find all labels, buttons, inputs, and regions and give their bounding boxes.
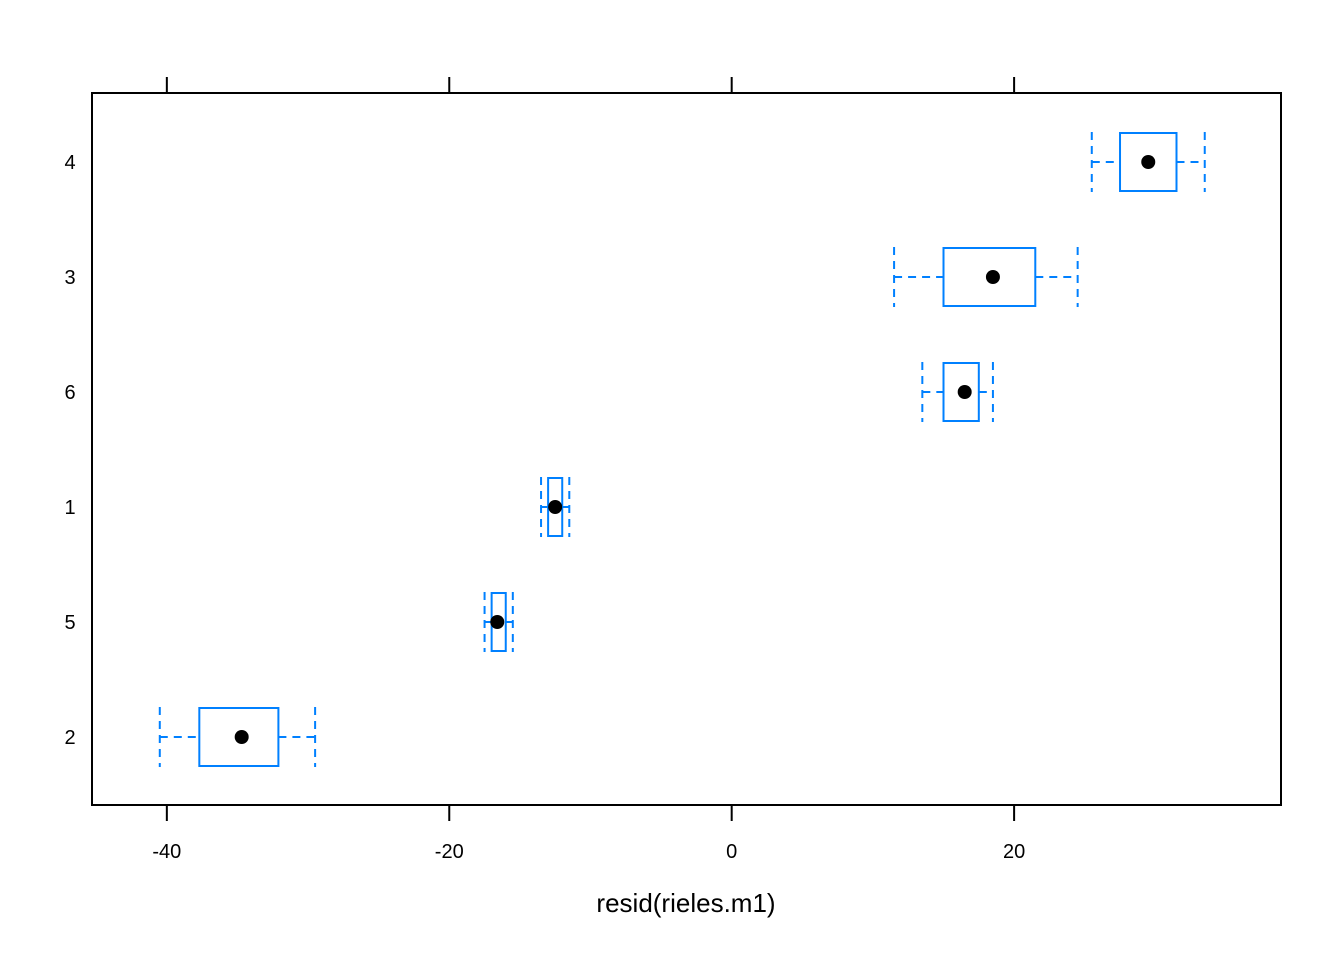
box-6 [921,362,994,422]
box-2 [158,707,317,767]
median-dot [490,615,505,629]
iqr-box [942,247,1037,307]
iqr-box [198,707,280,767]
y-axis-labels: 2 5 1 6 3 4 [64,152,75,749]
box-5 [483,592,514,652]
y-category-label: 2 [64,727,75,749]
iqr-box [1119,132,1178,192]
panel-frame [91,92,1282,806]
median-dot [1141,155,1156,169]
box-4 [1090,132,1206,192]
y-category-label: 5 [64,612,75,634]
boxes-group [158,132,1206,767]
y-category-label: 6 [64,382,75,404]
median-dot [234,730,249,744]
iqr-box [547,477,564,537]
x-tick-label: 0 [726,841,737,863]
y-category-label: 1 [64,497,75,519]
bottom-axis-ticks: -40 -20 0 20 [152,805,1025,863]
box-1 [540,477,571,537]
y-category-label: 4 [64,152,75,174]
x-tick-label: -40 [152,841,181,863]
median-dot [985,270,1000,284]
x-tick-label: -20 [435,841,464,863]
y-category-label: 3 [64,267,75,289]
box-3 [893,247,1079,307]
x-tick-label: 20 [1003,841,1025,863]
x-axis-title: resid(rieles.m1) [596,888,775,918]
median-dot [548,500,563,514]
median-dot [957,385,972,399]
top-axis-ticks [165,77,1016,93]
iqr-box [942,362,980,422]
